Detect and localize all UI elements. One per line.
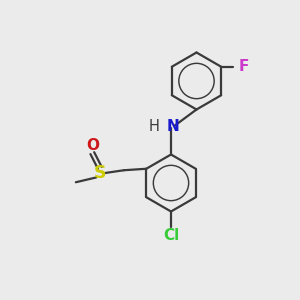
Text: N: N [166,119,179,134]
Text: F: F [238,59,249,74]
Text: H: H [149,119,160,134]
Text: S: S [94,164,106,182]
Text: O: O [86,138,99,153]
Text: Cl: Cl [163,228,179,243]
